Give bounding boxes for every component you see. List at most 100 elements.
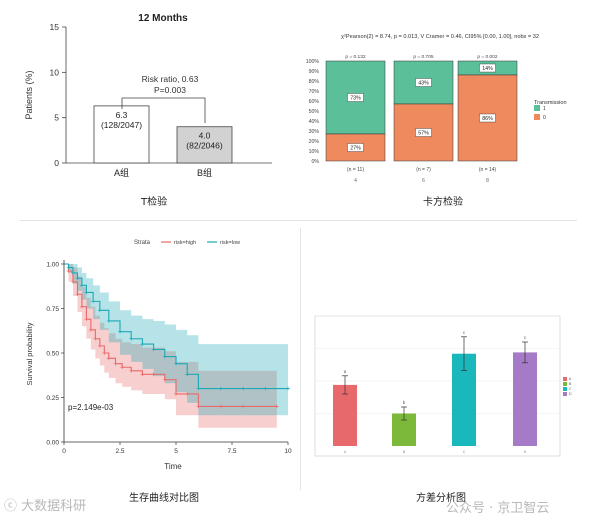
legend-title: Strata (134, 240, 151, 246)
censor-mark (75, 276, 80, 281)
significance-letter: c (463, 330, 466, 335)
x-tick-label: 6 (422, 178, 425, 184)
risk-ratio-bracket (121, 97, 206, 123)
x-tick-label: A组 (114, 167, 129, 178)
censor-mark (71, 271, 75, 275)
censor-mark (196, 404, 201, 409)
watermark-left-text: 大数据科研 (21, 499, 87, 514)
legend-label: risk=high (174, 240, 196, 246)
x-tick-label: 5 (174, 448, 178, 455)
censor-mark (163, 377, 167, 382)
y-tick-label: 0.00 (46, 440, 59, 447)
x-tick-label: C (463, 450, 466, 454)
censor-mark (84, 317, 89, 321)
legend-swatch (563, 392, 567, 396)
segment-label: 86% (482, 116, 493, 122)
segment-label: 73% (350, 96, 361, 102)
significance-letter: c (524, 335, 527, 340)
x-axis-label: Time (164, 462, 182, 471)
watermark-right-text: 公众号 · 京卫智云 (446, 501, 550, 516)
confidence-band (64, 264, 277, 428)
x-tick-label: D (524, 450, 527, 454)
y-tick-label: 0 (54, 158, 59, 168)
bar-value-label: 6.3 (116, 110, 128, 120)
watermark-right: 公众号 · 京卫智云 (446, 497, 549, 516)
censor-mark (241, 386, 245, 391)
chart-subtitle: χ²Pearson(2) = 8.74, p = 0.013, V Cramer… (341, 34, 539, 40)
stack-segment-0 (457, 74, 518, 162)
p-value-label: p=2.149e-03 (68, 403, 114, 412)
censor-mark (174, 392, 178, 396)
censor-mark (89, 328, 93, 332)
legend-title: Transmission (534, 100, 567, 106)
significance-letter: a (344, 369, 347, 374)
censor-mark (241, 404, 245, 409)
y-tick-label: 40% (309, 119, 320, 125)
bar (93, 105, 150, 164)
segment-label: 14% (482, 66, 493, 72)
censor-mark (174, 361, 178, 366)
x-tick-label: 4 (354, 178, 357, 184)
censor-mark (263, 386, 268, 391)
watermark-left: ⓒ 大数据科研 (4, 495, 86, 514)
legend-swatch (563, 377, 567, 381)
caption-ttest: T检验 (141, 197, 168, 208)
censor-mark (185, 392, 189, 396)
y-axis-label: Survival probability (25, 322, 34, 385)
censor-mark (140, 372, 145, 377)
legend-label: 1 (543, 106, 546, 112)
censor-mark (163, 354, 167, 359)
annotation-risk-ratio: Risk ratio, 0.63 (142, 74, 199, 84)
x-tick-label: 7.5 (227, 448, 236, 455)
legend-swatch (534, 105, 540, 111)
censor-mark (219, 386, 223, 391)
x-tick-label: A (344, 450, 347, 454)
confidence-band (64, 264, 288, 416)
ttest-bar-chart: 12 Months Patients (%) 0 5 10 15 6.3(128/20… (24, 13, 272, 178)
chisq-stacked-bar-chart: χ²Pearson(2) = 8.74, p = 0.013, V Cramer… (306, 34, 567, 184)
y-tick-label: 90% (309, 69, 320, 75)
category-p-label: p = 0.132 (345, 54, 365, 60)
y-tick-label: 0.50 (46, 351, 59, 358)
y-tick-label: 10 (50, 67, 60, 77)
legend-label: 0 (543, 115, 546, 121)
bar (333, 384, 357, 446)
censor-mark (118, 329, 122, 334)
y-tick-label: 60% (309, 99, 320, 105)
legend-swatch (563, 382, 567, 386)
censor-mark (286, 386, 290, 391)
legend-label: B (569, 382, 572, 386)
censor-mark (120, 365, 125, 370)
y-tick-label: 10% (309, 149, 320, 155)
y-tick-label: 80% (309, 79, 320, 85)
censor-mark (80, 304, 84, 309)
censor-mark (113, 361, 118, 366)
censor-mark (275, 404, 279, 409)
censor-mark (75, 292, 80, 297)
category-count-label: (n = 11) (347, 167, 364, 173)
bar-count-label: (82/2046) (186, 141, 223, 151)
y-tick-label: 1.00 (46, 262, 59, 269)
category-p-label: p = 0.705 (413, 54, 433, 60)
y-tick-label: 100% (306, 59, 320, 65)
censor-mark (185, 372, 189, 377)
x-tick-label: 2.5 (115, 448, 124, 455)
segment-label: 57% (418, 131, 429, 137)
category-count-label: (n = 14) (479, 167, 497, 173)
y-tick-label: 70% (309, 89, 320, 95)
segment-label-box (479, 63, 496, 73)
legend-label: D (569, 392, 572, 396)
censor-mark (71, 280, 75, 284)
bar (176, 126, 233, 164)
censor-mark (80, 283, 84, 288)
y-tick-label: 15 (50, 22, 60, 32)
caption-anova: 方差分析图 (416, 493, 466, 504)
censor-mark (93, 336, 98, 341)
panel-divider-horizontal (20, 220, 577, 221)
bar (513, 352, 537, 446)
legend-label: C (569, 387, 572, 391)
x-tick-label: 8 (486, 178, 489, 184)
x-tick-label: B (403, 450, 406, 454)
censor-mark (98, 344, 102, 348)
significance-letter: b (403, 400, 406, 405)
